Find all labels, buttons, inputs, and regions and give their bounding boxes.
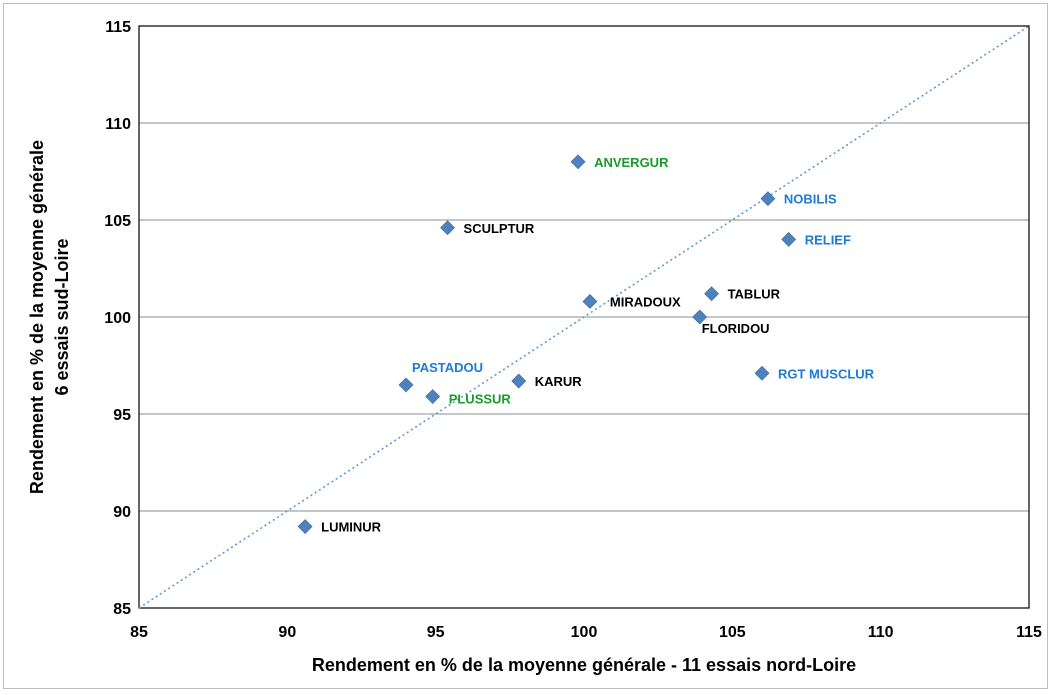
y-axis-title: Rendement en % de la moyenne générale 6 … [27, 140, 72, 494]
diagonal-reference-line [138, 25, 1030, 609]
point-miradoux [582, 294, 598, 309]
x-tick-label: 115 [1016, 624, 1042, 641]
point-label-miradoux: MIRADOUX [610, 294, 681, 309]
point-label-floridou: FLORIDOU [702, 321, 770, 336]
y-tick-label: 95 [113, 407, 131, 424]
point-label-relief: RELIEF [805, 232, 851, 247]
point-label-sculptur: SCULPTUR [464, 221, 535, 236]
point-nobilis [760, 191, 776, 207]
point-label-pastadou: PASTADOU [412, 360, 483, 375]
y-tick-label: 105 [104, 213, 131, 230]
plot-area [138, 25, 1030, 609]
point-label-tablur: TABLUR [728, 287, 781, 302]
x-tick-label: 85 [130, 624, 148, 641]
x-axis-title: Rendement en % de la moyenne générale - … [312, 655, 856, 675]
y-tick-label: 115 [105, 19, 131, 36]
point-luminur [297, 519, 313, 534]
x-tick-label: 100 [571, 624, 598, 641]
point-rgt-musclur [754, 365, 770, 381]
point-tablur [704, 286, 719, 302]
x-tick-labels: 85 90 95 100 105 110 115 [130, 624, 1042, 641]
point-relief [781, 231, 797, 247]
chart-frame [3, 3, 1048, 689]
x-tick-label: 105 [719, 624, 746, 641]
y-tick-labels: 85 90 95 100 105 110 115 [104, 19, 131, 618]
point-floridou [692, 309, 708, 325]
x-tick-label: 110 [868, 624, 894, 641]
point-label-luminur: LUMINUR [321, 520, 382, 535]
y-tick-label: 85 [113, 601, 131, 618]
point-anvergur [570, 154, 586, 170]
point-label-rgt-musclur: RGT MUSCLUR [778, 366, 875, 381]
x-tick-label: 90 [278, 624, 296, 641]
point-label-plussur: PLUSSUR [449, 392, 512, 407]
point-label-karur: KARUR [535, 374, 583, 389]
y-axis-title-line-2: 6 essais sud-Loire [52, 238, 72, 395]
point-pastadou [398, 377, 414, 393]
y-tick-label: 110 [105, 116, 131, 133]
point-label-nobilis: NOBILIS [784, 192, 837, 207]
y-axis-title-line-1: Rendement en % de la moyenne générale [27, 140, 47, 494]
y-tick-label: 100 [104, 310, 131, 327]
point-sculptur [440, 220, 455, 236]
point-label-anvergur: ANVERGUR [594, 155, 669, 170]
data-points: ANVERGUR NOBILIS RELIEF SCULPTUR TABLUR MIRAD… [297, 154, 875, 535]
x-tick-label: 95 [427, 624, 445, 641]
point-karur [511, 373, 527, 389]
y-tick-label: 90 [113, 504, 131, 521]
point-plussur [425, 389, 441, 404]
